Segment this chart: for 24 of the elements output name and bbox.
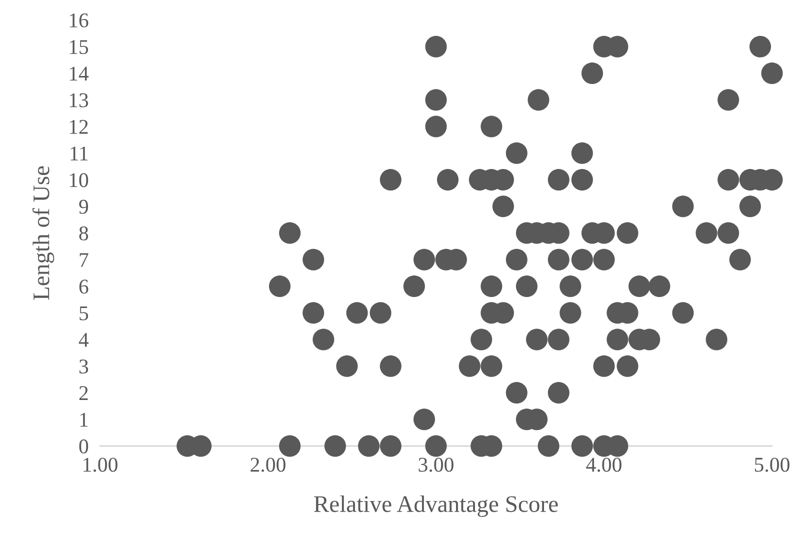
y-tick-label: 5	[80, 306, 88, 320]
x-tick-label: 1.00	[84, 458, 118, 472]
y-tick-label: 7	[80, 253, 88, 267]
y-tick-label: 15	[70, 40, 88, 54]
y-tick-label: 1	[80, 412, 88, 427]
y-tick-label: 13	[70, 93, 88, 108]
x-axis-title: Relative Advantage Score	[314, 495, 558, 517]
x-tick-label: 3.00	[418, 458, 454, 472]
y-tick-label: 14	[70, 66, 89, 80]
y-tick-label: 12	[70, 120, 88, 134]
y-tick-label: 10	[70, 173, 88, 188]
y-tick-label: 8	[79, 226, 88, 240]
y-tick-label: 0	[79, 439, 88, 454]
y-tick-label: 2	[79, 386, 88, 400]
y-tick-label: 4	[78, 333, 89, 347]
y-tick-label: 9	[79, 200, 88, 214]
x-tick-label: 5.00	[754, 458, 790, 472]
y-tick-label: 16	[70, 13, 88, 28]
y-tick-label: 3	[79, 360, 88, 374]
y-axis-title: Length of Use	[32, 166, 54, 300]
y-tick-label: 6	[79, 280, 88, 294]
y-tick-label: 11	[70, 146, 88, 160]
x-tick-label: 2.00	[250, 458, 286, 472]
x-tick-label: 4.00	[586, 458, 622, 472]
